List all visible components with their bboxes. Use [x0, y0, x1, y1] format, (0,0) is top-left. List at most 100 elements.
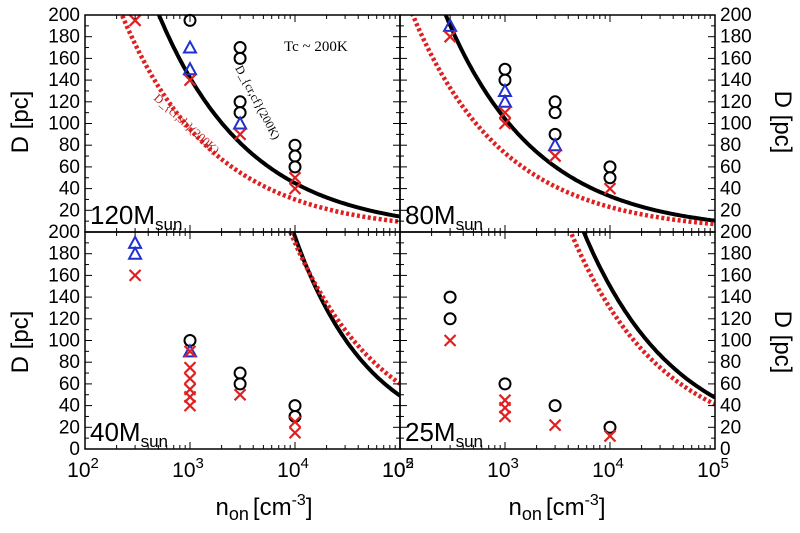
x-tick-exponent: 2 — [406, 455, 414, 472]
data-point-circle — [603, 160, 617, 174]
data-point-circle — [288, 138, 302, 152]
y-tick-label: 180 — [48, 244, 80, 265]
y-tick-label: 80 — [59, 135, 80, 156]
y-axis-title-top-right: D [pc] — [769, 91, 796, 154]
data-point-cross — [128, 14, 142, 27]
y-tick-label: 80 — [59, 352, 80, 373]
y-tick-label: 160 — [48, 265, 80, 286]
y-axis-title-bottom-left: D [pc] — [7, 311, 34, 374]
data-point-cross — [548, 149, 562, 163]
x-tick-base: 10 — [382, 459, 405, 482]
data-point-cross — [233, 388, 247, 402]
y-tick-label: 60 — [59, 157, 80, 178]
data-point-circle — [548, 95, 562, 109]
panel-label-main: 80M — [405, 200, 456, 230]
x-tick-exponent: 4 — [616, 455, 624, 472]
x-tick-exponent: 4 — [301, 455, 309, 472]
data-point-triangle — [547, 137, 563, 152]
data-point-circle — [548, 106, 562, 120]
data-point-triangle — [182, 61, 198, 76]
x-tick-base: 10 — [592, 459, 615, 482]
y-tick-label: 100 — [48, 114, 80, 135]
panel-label-sub: sun — [456, 215, 483, 234]
y-tick-label: 180 — [720, 27, 752, 48]
panel-label: 40Msun — [90, 417, 168, 451]
y-tick-label: 100 — [720, 114, 752, 135]
data-point-circle — [548, 399, 562, 413]
data-point-cross — [288, 182, 302, 195]
panel-label: 120Msun — [90, 200, 182, 234]
y-tick-label: 160 — [720, 265, 752, 286]
x-tick-base: 10 — [487, 459, 510, 482]
data-point-cross — [498, 410, 512, 423]
data-point-circle — [288, 160, 302, 174]
data-point-triangle — [442, 17, 458, 32]
y-tick-label: 120 — [720, 92, 752, 113]
curve-cf — [291, 232, 400, 398]
x-axis-title-left: non [cm-3] — [216, 492, 313, 524]
x-tick-label: 103 — [172, 455, 204, 482]
x-tick-base: 10 — [67, 459, 90, 482]
y-tick-label: 60 — [720, 157, 741, 178]
y-tick-label: 20 — [59, 417, 80, 438]
y-tick-label: 40 — [59, 179, 80, 200]
data-point-triangle — [182, 39, 198, 54]
data-point-circle — [233, 41, 247, 55]
y-tick-label: 140 — [48, 70, 80, 91]
data-point-circle — [233, 51, 247, 65]
data-point-circle — [233, 366, 247, 380]
y-tick-label: 100 — [48, 331, 80, 352]
data-point-cross — [603, 182, 617, 195]
panel-label-sub: sun — [155, 215, 182, 234]
x-tick-exponent: 5 — [721, 455, 729, 472]
panel-label-sub: sun — [456, 432, 483, 451]
y-tick-label: 60 — [59, 374, 80, 395]
data-point-circle — [443, 290, 457, 304]
data-point-cross — [183, 345, 197, 358]
data-point-cross — [128, 269, 142, 282]
data-point-cross — [233, 128, 247, 141]
y-tick-label: 140 — [720, 287, 752, 308]
data-point-cross — [183, 399, 197, 412]
y-tick-label: 0 — [69, 439, 80, 460]
data-point-triangle — [497, 93, 513, 108]
y-tick-label: 160 — [720, 48, 752, 69]
panel-label: 80Msun — [405, 200, 483, 234]
y-tick-label: 0 — [720, 439, 731, 460]
data-point-circle — [233, 377, 247, 391]
x-tick-label: 105 — [697, 455, 729, 482]
x-tick-label: 104 — [277, 455, 309, 482]
data-point-circle — [288, 399, 302, 413]
data-point-circle — [603, 171, 617, 185]
y-tick-label: 20 — [59, 200, 80, 221]
data-point-cross — [498, 117, 512, 130]
curve-sh — [119, 15, 400, 224]
data-point-cross — [548, 418, 562, 432]
data-point-cross — [183, 73, 197, 87]
y-tick-label: 120 — [720, 309, 752, 330]
y-tick-label: 20 — [720, 417, 741, 438]
data-point-triangle — [182, 343, 198, 358]
x-axis-title-right: non [cm-3] — [509, 492, 606, 524]
x-tick-base: 10 — [277, 459, 300, 482]
y-tick-label: 200 — [720, 5, 752, 26]
panel-label-main: 40M — [90, 417, 141, 447]
y-tick-label: 60 — [720, 374, 741, 395]
data-point-cross — [288, 171, 302, 185]
y-tick-label: 40 — [59, 396, 80, 417]
data-point-cross — [183, 372, 197, 385]
data-point-cross — [443, 334, 457, 347]
data-point-circle — [498, 62, 512, 76]
x-tick-label: 102 — [382, 455, 414, 482]
data-point-circle — [288, 409, 302, 423]
data-point-triangle — [127, 245, 143, 260]
x-tick-label: 105 — [382, 455, 414, 482]
data-point-circle — [288, 149, 302, 163]
y-tick-label: 40 — [720, 179, 741, 200]
data-point-cross — [183, 361, 197, 374]
y-tick-label: 120 — [48, 92, 80, 113]
x-tick-label: 104 — [592, 455, 624, 482]
